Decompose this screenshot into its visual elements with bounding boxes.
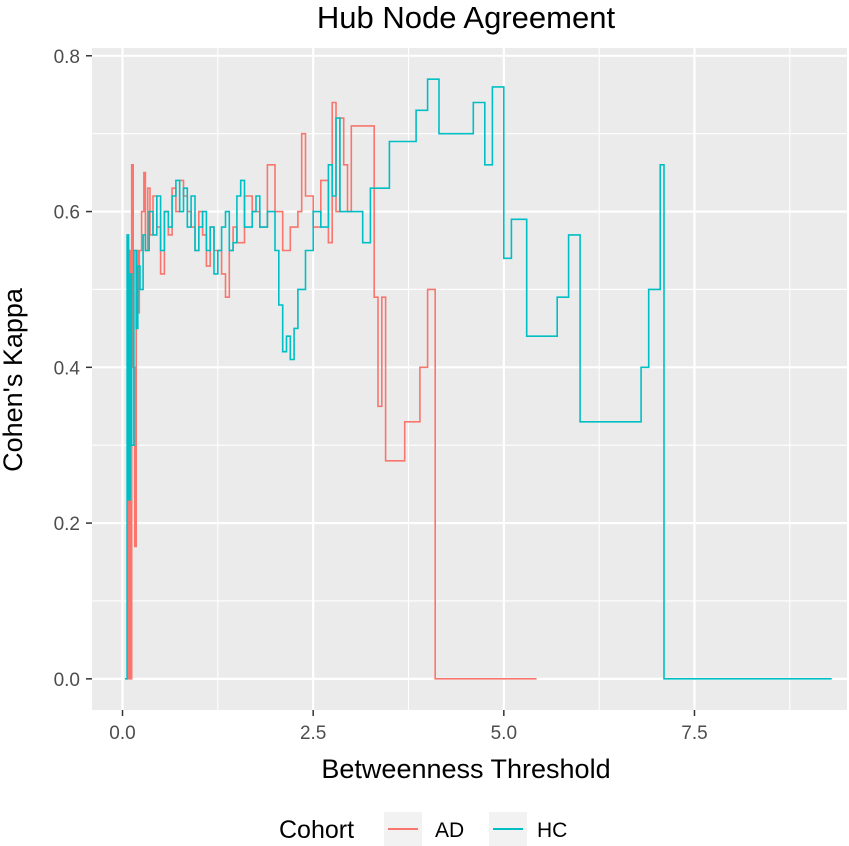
y-tick-label: 0.6: [54, 203, 80, 224]
y-axis-title: Cohen's Kappa: [0, 287, 28, 472]
y-tick-label: 0.8: [54, 47, 80, 68]
y-tick-label: 0.2: [54, 514, 80, 535]
x-tick-label: 7.5: [681, 723, 707, 744]
x-tick-label: 5.0: [491, 723, 517, 744]
legend-title: Cohort: [279, 816, 354, 844]
legend: Cohort AD HC: [279, 812, 567, 846]
y-tick-label: 0.4: [54, 358, 81, 379]
plot-panel: [92, 48, 847, 710]
series-line-ad: [126, 101, 537, 680]
legend-label-hc: HC: [537, 819, 567, 842]
chart-title: Hub Node Agreement: [317, 0, 616, 35]
axis-ticks: 0.0 2.5 5.0 7.5 0.0 0.2 0.4 0.6 0.8: [54, 47, 708, 744]
series-lines: [124, 78, 832, 680]
series-line-hc: [124, 78, 832, 680]
x-tick-label: 0.0: [109, 723, 135, 744]
legend-label-ad: AD: [435, 819, 464, 842]
y-tick-label: 0.0: [54, 670, 80, 691]
x-axis-title: Betweenness Threshold: [321, 754, 610, 784]
x-tick-label: 2.5: [300, 723, 326, 744]
